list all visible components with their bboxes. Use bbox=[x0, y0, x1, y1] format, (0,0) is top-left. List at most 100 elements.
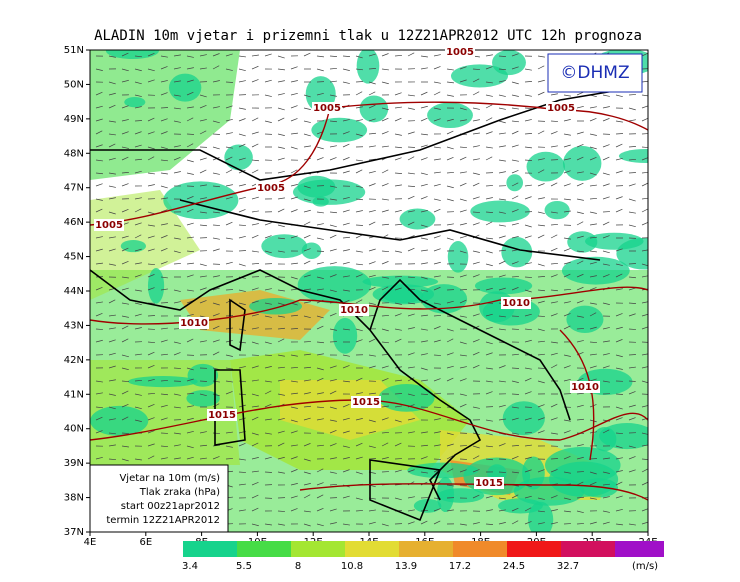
wind-arrow bbox=[160, 172, 168, 175]
wind-arrow bbox=[615, 417, 623, 421]
wind-arrow bbox=[212, 172, 220, 175]
wind-arrow bbox=[628, 94, 637, 96]
wind-arrow bbox=[238, 68, 246, 72]
wind-arrow bbox=[277, 117, 285, 122]
wind-arrow bbox=[589, 211, 597, 214]
wind-arrow bbox=[329, 67, 337, 70]
wind-arrow bbox=[550, 223, 558, 226]
wind-arrow bbox=[303, 494, 311, 499]
wind-arrow bbox=[303, 288, 311, 291]
isobar-label-bg bbox=[207, 409, 237, 421]
wind-arrow bbox=[368, 209, 376, 213]
wind-arrow bbox=[394, 157, 402, 161]
wind-arrow bbox=[160, 404, 168, 408]
wind-arrow bbox=[186, 367, 194, 371]
wind-arrow bbox=[576, 198, 584, 201]
wind-arrow bbox=[524, 377, 532, 382]
wind-arrow bbox=[108, 185, 116, 188]
wind-arrow bbox=[524, 391, 532, 395]
wind-arrow bbox=[238, 184, 246, 187]
wind-arrow bbox=[303, 523, 311, 527]
wind-arrow bbox=[316, 444, 324, 447]
wind-arrow bbox=[329, 328, 337, 331]
wind-arrow bbox=[147, 52, 155, 57]
wind-arrow bbox=[524, 119, 532, 122]
wind-arrow bbox=[199, 275, 207, 278]
wind-arrow bbox=[433, 66, 441, 70]
wind-arrow bbox=[420, 91, 428, 96]
wind-arrow bbox=[264, 341, 272, 345]
wind-arrow bbox=[95, 105, 103, 109]
wind-arrow bbox=[173, 145, 181, 148]
wind-arrow bbox=[277, 302, 285, 306]
wind-arrow bbox=[329, 471, 337, 474]
wind-arrow bbox=[147, 287, 155, 291]
wind-arrow bbox=[498, 68, 506, 71]
wind-arrow bbox=[277, 366, 285, 369]
isobar-label: 1005 bbox=[446, 47, 474, 58]
wind-patch bbox=[463, 457, 531, 496]
wind-arrow bbox=[173, 67, 181, 70]
wind-arrow bbox=[173, 444, 181, 447]
wind-arrow bbox=[264, 302, 272, 305]
wind-arrow bbox=[381, 169, 389, 174]
wind-arrow bbox=[485, 367, 493, 370]
wind-arrow bbox=[602, 380, 610, 383]
wind-patch bbox=[124, 97, 146, 108]
wind-arrow bbox=[342, 417, 350, 421]
wind-arrow bbox=[498, 235, 506, 239]
wind-arrow bbox=[615, 248, 623, 252]
wind-arrow bbox=[303, 315, 311, 319]
wind-arrow bbox=[537, 328, 545, 332]
wind-arrow bbox=[407, 156, 415, 161]
wind-arrow bbox=[342, 55, 351, 57]
wind-arrow bbox=[446, 157, 454, 161]
wind-patch bbox=[413, 498, 442, 513]
wind-arrow bbox=[615, 523, 623, 526]
wind-arrow bbox=[433, 339, 441, 343]
wind-arrow bbox=[173, 432, 181, 435]
wind-arrow bbox=[251, 393, 259, 397]
wind-arrow bbox=[394, 133, 402, 136]
wind-arrow bbox=[186, 79, 194, 83]
wind-arrow bbox=[186, 208, 194, 213]
wind-arrow bbox=[368, 118, 376, 122]
wind-arrow bbox=[316, 482, 324, 486]
wind-arrow bbox=[511, 107, 519, 110]
wind-arrow bbox=[472, 211, 481, 213]
legend-label: 5.5 bbox=[236, 561, 252, 572]
wind-arrow bbox=[186, 250, 194, 253]
wind-arrow bbox=[342, 170, 350, 174]
wind-arrow bbox=[121, 119, 129, 122]
wind-arrow bbox=[563, 301, 571, 304]
wind-patch bbox=[450, 64, 509, 88]
wind-arrow bbox=[511, 406, 519, 409]
wind-arrow bbox=[420, 520, 428, 525]
wind-arrow bbox=[316, 353, 324, 356]
wind-arrow bbox=[134, 419, 142, 422]
wind-arrow bbox=[381, 365, 389, 369]
wind-arrow bbox=[550, 131, 558, 135]
wind-arrow bbox=[498, 132, 506, 135]
wind-arrow bbox=[537, 340, 545, 343]
wind-arrow bbox=[550, 120, 559, 122]
wind-arrow bbox=[641, 157, 648, 161]
wind-arrow bbox=[420, 340, 428, 343]
wind-arrow bbox=[537, 430, 545, 434]
wind-patch bbox=[399, 208, 436, 230]
wind-arrow bbox=[550, 145, 558, 148]
wind-patch bbox=[332, 317, 358, 354]
wind-arrow bbox=[524, 184, 532, 187]
wind-arrow bbox=[563, 261, 571, 265]
isobar-label-bg bbox=[339, 304, 369, 316]
wind-arrow bbox=[290, 508, 298, 512]
wind-arrow bbox=[511, 182, 519, 187]
wind-arrow bbox=[316, 276, 324, 279]
wind-arrow bbox=[238, 443, 246, 447]
wind-arrow bbox=[498, 159, 506, 162]
wind-arrow bbox=[329, 248, 337, 252]
wind-arrow bbox=[433, 354, 442, 356]
wind-arrow bbox=[628, 417, 636, 421]
wind-arrow bbox=[121, 131, 129, 135]
wind-arrow bbox=[602, 274, 610, 278]
